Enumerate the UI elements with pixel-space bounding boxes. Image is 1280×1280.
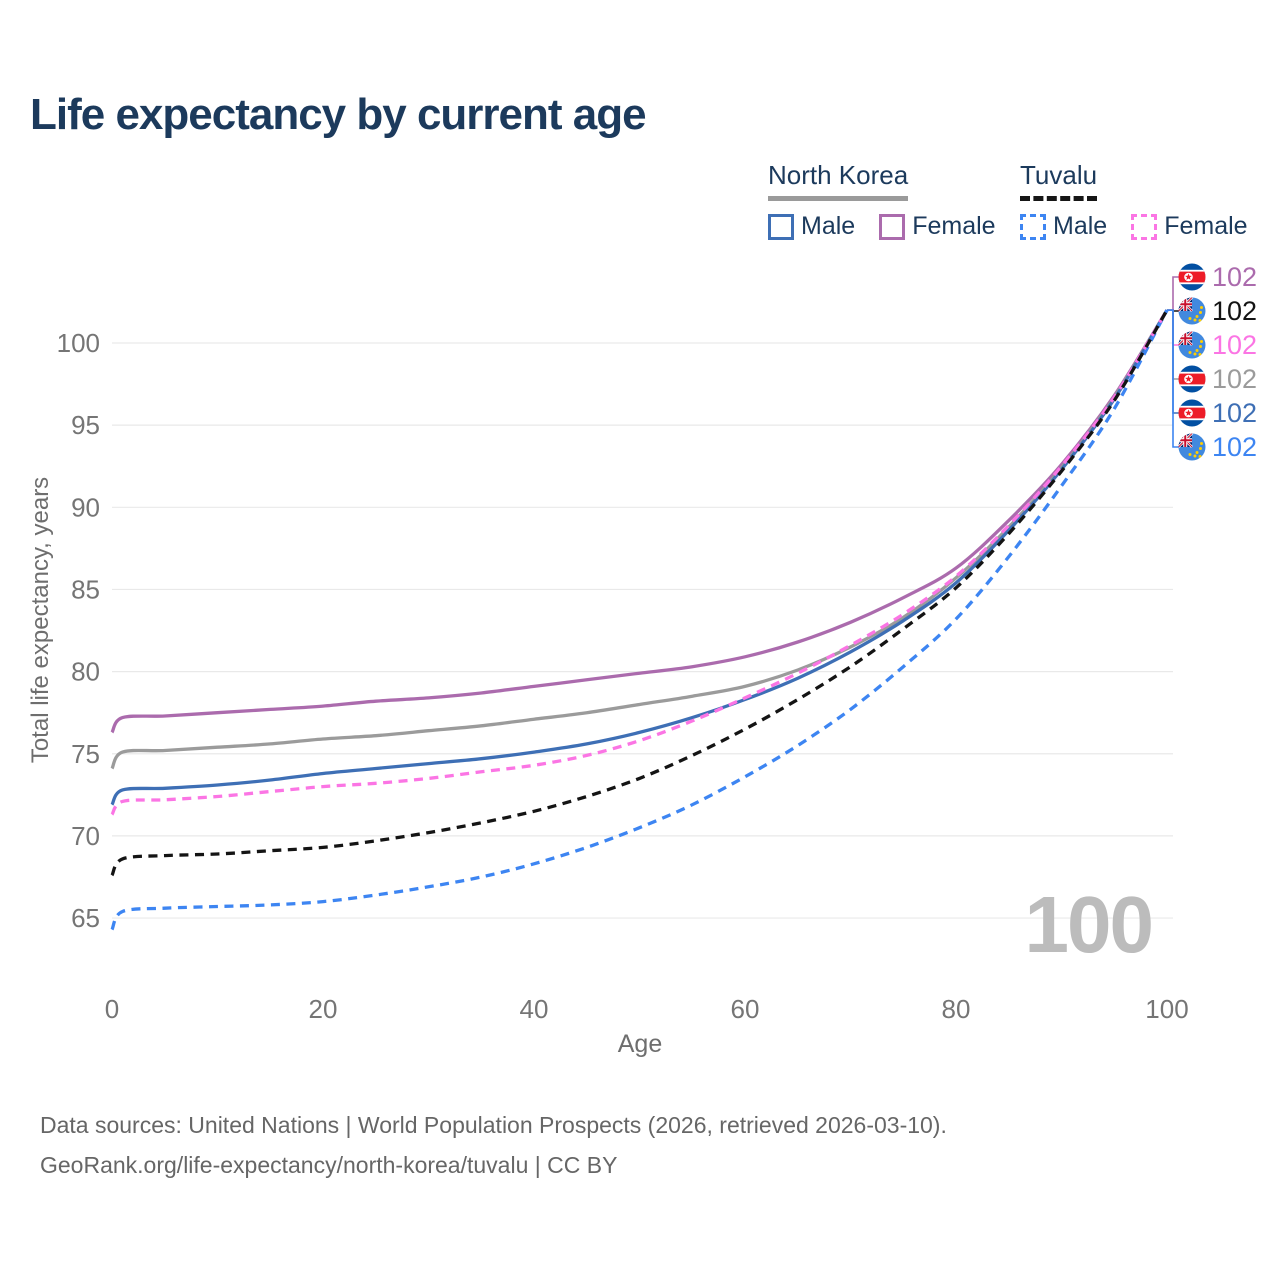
- flag-icon-north-korea: [1178, 365, 1206, 393]
- x-tick-0: 0: [105, 994, 119, 1024]
- x-tick-40: 40: [520, 994, 549, 1024]
- end-label-connector-tuvalu-male: [1167, 309, 1179, 448]
- line-style-swatch-icon: [768, 213, 794, 240]
- legend-group-north-korea: North Korea Male Female: [768, 160, 996, 241]
- legend-item-tuvalu-male[interactable]: Male: [1020, 212, 1107, 241]
- end-label-value: 102: [1212, 296, 1257, 326]
- series-line-tuvalu[interactable]: [110, 309, 1169, 877]
- x-tick-100: 100: [1145, 994, 1188, 1024]
- line-style-swatch-icon: [1020, 213, 1046, 240]
- chart-title: Life expectancy by current age: [30, 90, 647, 139]
- end-label-north-korea[interactable]: 102: [1178, 364, 1258, 394]
- end-label-tuvalu[interactable]: 102: [1178, 296, 1258, 326]
- line-style-swatch-icon: [879, 213, 906, 240]
- series-line-north-korea[interactable]: [110, 309, 1169, 770]
- legend-item-north-korea-male[interactable]: Male: [768, 212, 855, 241]
- y-tick-70: 70: [71, 821, 100, 851]
- age-watermark: 100: [1025, 880, 1152, 969]
- legend-item-label: Male: [801, 212, 856, 240]
- end-label-tuvalu-female[interactable]: 102: [1178, 330, 1258, 360]
- legend-item-north-korea-female[interactable]: Female: [879, 212, 996, 241]
- legend-item-label: Male: [1053, 212, 1108, 240]
- legend-item-label: Female: [1164, 212, 1248, 240]
- footer-link: GeoRank.org/life-expectancy/north-korea/…: [40, 1151, 618, 1178]
- flag-icon-north-korea: [1178, 399, 1206, 427]
- footer-sources: Data sources: United Nations | World Pop…: [40, 1112, 947, 1138]
- series-line-north-korea-male[interactable]: [110, 309, 1169, 806]
- end-label-north-korea-female[interactable]: 102: [1178, 262, 1258, 292]
- x-axis-label: Age: [618, 1030, 662, 1058]
- legend-group-tuvalu: Tuvalu Male Female: [1020, 160, 1248, 241]
- y-tick-65: 65: [71, 903, 100, 933]
- end-label-value: 102: [1212, 330, 1257, 360]
- footer: Data sources: United Nations | World Pop…: [40, 1106, 947, 1185]
- y-tick-90: 90: [71, 492, 100, 522]
- legend-item-tuvalu-female[interactable]: Female: [1131, 212, 1248, 241]
- legend: North Korea Male Female Tuvalu Male: [0, 160, 1280, 250]
- end-label-value: 102: [1212, 398, 1257, 428]
- end-label-connector-north-korea-female: [1167, 276, 1179, 311]
- series-line-tuvalu-female[interactable]: [110, 309, 1169, 816]
- flag-icon-north-korea: [1178, 263, 1206, 291]
- y-tick-75: 75: [71, 739, 100, 769]
- line-style-swatch-icon: [1131, 213, 1158, 240]
- legend-items-north-korea: Male Female: [768, 212, 996, 241]
- y-tick-80: 80: [71, 657, 100, 687]
- series-line-tuvalu-male[interactable]: [110, 309, 1169, 931]
- legend-item-label: Female: [912, 212, 996, 240]
- legend-header-tuvalu[interactable]: Tuvalu: [1020, 160, 1098, 201]
- flag-icon-tuvalu: [1178, 297, 1206, 325]
- y-tick-100: 100: [57, 328, 100, 358]
- y-tick-85: 85: [71, 574, 100, 604]
- y-tick-95: 95: [71, 410, 100, 440]
- flag-icon-tuvalu: [1178, 433, 1206, 461]
- end-label-value: 102: [1212, 262, 1257, 292]
- y-axis-label: Total life expectancy, years: [27, 477, 54, 763]
- x-tick-60: 60: [731, 994, 760, 1024]
- series-line-north-korea-female[interactable]: [110, 309, 1169, 734]
- x-tick-20: 20: [309, 994, 338, 1024]
- x-tick-80: 80: [942, 994, 971, 1024]
- flag-icon-tuvalu: [1178, 331, 1206, 359]
- end-label-north-korea-male[interactable]: 102: [1178, 398, 1258, 428]
- end-label-value: 102: [1212, 364, 1257, 394]
- legend-header-north-korea[interactable]: North Korea: [768, 160, 909, 201]
- end-label-tuvalu-male[interactable]: 102: [1178, 432, 1258, 462]
- end-label-value: 102: [1212, 432, 1257, 462]
- legend-items-tuvalu: Male Female: [1020, 212, 1248, 241]
